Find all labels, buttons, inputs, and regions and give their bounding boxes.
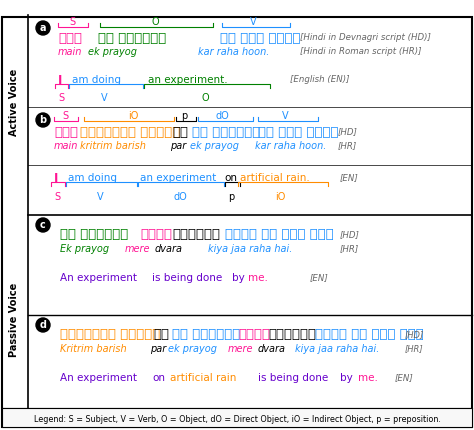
- Text: am doing: am doing: [68, 173, 117, 183]
- Text: on: on: [224, 173, 237, 183]
- Text: [Hindi in Devnagri script (HD)]: [Hindi in Devnagri script (HD)]: [300, 34, 431, 43]
- Text: [EN]: [EN]: [310, 273, 329, 283]
- Text: S: S: [54, 192, 60, 202]
- Text: by: by: [340, 373, 353, 383]
- Text: par: par: [170, 141, 186, 151]
- Text: एक प्रयोग: एक प्रयोग: [60, 228, 128, 242]
- Text: द्वारा: द्वारा: [172, 228, 220, 242]
- Circle shape: [36, 113, 50, 127]
- Text: kar raha hoon.: kar raha hoon.: [255, 141, 327, 151]
- Text: me.: me.: [358, 373, 378, 383]
- Text: V: V: [282, 111, 288, 121]
- Text: एक प्रयोग: एक प्रयोग: [98, 31, 166, 44]
- Text: [English (EN)]: [English (EN)]: [290, 76, 349, 85]
- Text: एक प्रयोग: एक प्रयोग: [192, 126, 260, 138]
- Text: O: O: [151, 17, 159, 27]
- Text: पर: पर: [172, 126, 188, 138]
- Text: is being done: is being done: [152, 273, 222, 283]
- Text: ek prayog: ek prayog: [190, 141, 239, 151]
- Text: a: a: [40, 23, 46, 33]
- Text: पर: पर: [153, 329, 169, 341]
- Text: कृत्रिम बारिश: कृत्रिम बारिश: [80, 126, 180, 138]
- Text: [HD]: [HD]: [405, 331, 424, 340]
- Text: [EN]: [EN]: [395, 374, 414, 383]
- Text: me.: me.: [248, 273, 268, 283]
- Text: S: S: [69, 17, 75, 27]
- Text: Active Voice: Active Voice: [9, 69, 19, 136]
- Text: an experiment.: an experiment.: [148, 75, 228, 85]
- Text: [HD]: [HD]: [338, 128, 358, 136]
- Text: Kritrim barish: Kritrim barish: [60, 344, 127, 354]
- Text: S: S: [62, 111, 68, 121]
- Text: p: p: [228, 192, 234, 202]
- Text: kiya jaa raha hai.: kiya jaa raha hai.: [295, 344, 379, 354]
- Text: artificial rain.: artificial rain.: [240, 173, 310, 183]
- Text: am doing: am doing: [72, 75, 121, 85]
- Text: iO: iO: [275, 192, 285, 202]
- Text: dO: dO: [173, 192, 187, 202]
- Bar: [2, 408, 472, 427]
- Text: [HR]: [HR]: [340, 245, 359, 254]
- Text: d: d: [39, 320, 46, 330]
- Text: V: V: [97, 192, 103, 202]
- Text: Passive Voice: Passive Voice: [9, 283, 19, 357]
- Text: I: I: [58, 74, 63, 86]
- Text: मैं: मैं: [54, 126, 78, 138]
- Text: मेरे: मेरे: [238, 329, 270, 341]
- Text: iO: iO: [128, 111, 138, 121]
- Text: An experiment: An experiment: [60, 273, 137, 283]
- Text: [EN]: [EN]: [340, 173, 359, 182]
- Text: मेरे: मेरे: [140, 228, 172, 242]
- Text: kar raha hoon.: kar raha hoon.: [198, 47, 269, 57]
- Text: kiya jaa raha hai.: kiya jaa raha hai.: [208, 244, 292, 254]
- Text: dvara: dvara: [258, 344, 286, 354]
- Text: mere: mere: [228, 344, 254, 354]
- Text: p: p: [181, 111, 187, 121]
- Text: [HR]: [HR]: [338, 141, 357, 150]
- Text: ek prayog: ek prayog: [88, 47, 137, 57]
- Text: मैं: मैं: [58, 31, 82, 44]
- Text: किया जा रहा है।: किया जा रहा है।: [315, 329, 424, 341]
- Text: is being done: is being done: [258, 373, 328, 383]
- Text: dO: dO: [215, 111, 229, 121]
- Text: कर रहा हूँ।: कर रहा हूँ।: [220, 31, 301, 44]
- Text: [Hindi in Roman script (HR)]: [Hindi in Roman script (HR)]: [300, 47, 421, 56]
- Text: किया जा रहा है।: किया जा रहा है।: [225, 228, 334, 242]
- Text: एक प्रयोग: एक प्रयोग: [172, 329, 240, 341]
- Text: V: V: [100, 93, 107, 103]
- Text: b: b: [39, 115, 46, 125]
- Text: main: main: [58, 47, 82, 57]
- Text: on: on: [152, 373, 165, 383]
- Text: द्वारा: द्वारा: [268, 329, 316, 341]
- Text: par: par: [150, 344, 166, 354]
- Text: Legend: S = Subject, V = Verb, O = Object, dO = Direct Object, iO = Indirect Obj: Legend: S = Subject, V = Verb, O = Objec…: [34, 415, 440, 424]
- Text: Ek prayog: Ek prayog: [60, 244, 109, 254]
- Text: An experiment: An experiment: [60, 373, 137, 383]
- Text: by: by: [232, 273, 245, 283]
- Circle shape: [36, 318, 50, 332]
- Text: an experiment: an experiment: [140, 173, 216, 183]
- Text: main: main: [54, 141, 78, 151]
- Text: V: V: [250, 17, 256, 27]
- Text: कृत्रिम बारिश: कृत्रिम बारिश: [60, 329, 160, 341]
- Text: [HR]: [HR]: [405, 344, 424, 353]
- Circle shape: [36, 218, 50, 232]
- Text: O: O: [201, 93, 209, 103]
- Text: c: c: [40, 220, 46, 230]
- Text: S: S: [58, 93, 64, 103]
- Circle shape: [36, 21, 50, 35]
- Text: ek prayog: ek prayog: [168, 344, 217, 354]
- Text: [HD]: [HD]: [340, 230, 360, 240]
- Text: artificial rain: artificial rain: [170, 373, 237, 383]
- Text: कर रहा हूँ।: कर रहा हूँ।: [258, 126, 338, 138]
- Text: kritrim barish: kritrim barish: [80, 141, 146, 151]
- Text: I: I: [54, 172, 58, 184]
- Text: mere: mere: [125, 244, 151, 254]
- Text: dvara: dvara: [155, 244, 183, 254]
